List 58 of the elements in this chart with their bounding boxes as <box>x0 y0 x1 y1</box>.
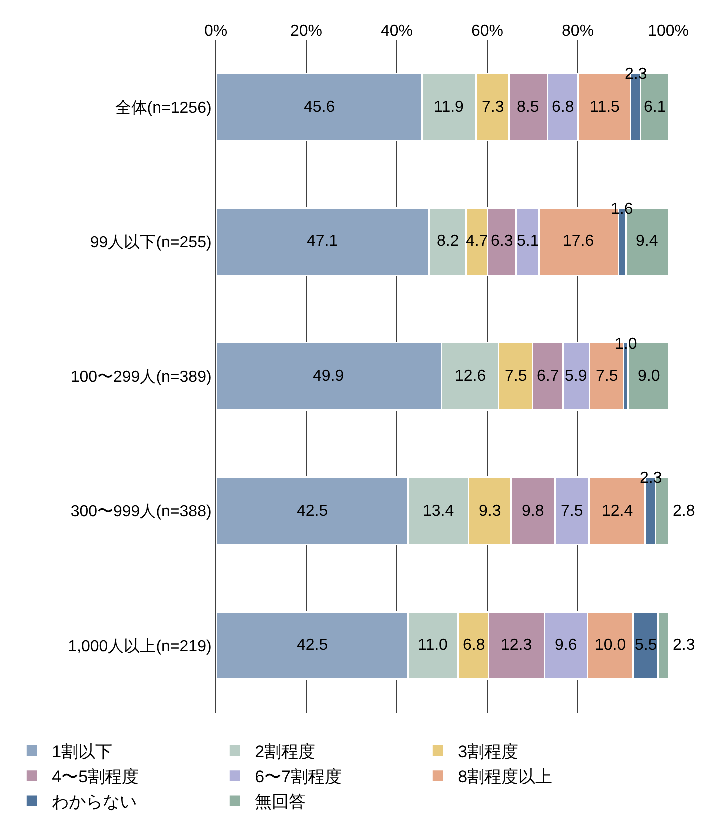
x-tick-label: 100% <box>648 22 690 40</box>
data-label: 9.3 <box>479 503 502 520</box>
data-label: 6.3 <box>491 233 514 250</box>
x-tick-label: 20% <box>290 22 323 40</box>
legend-label: 8割程度以上 <box>458 767 553 786</box>
legend-label: わからない <box>52 792 138 812</box>
legend-label: 1割以下 <box>52 742 113 762</box>
data-label: 42.5 <box>297 503 328 520</box>
legend-label: 6〜7割程度 <box>255 767 342 786</box>
legend-label: 2割程度 <box>255 742 316 762</box>
data-label: 17.6 <box>563 233 594 250</box>
data-label: 1.0 <box>615 336 638 353</box>
data-label: 12.4 <box>602 503 634 520</box>
data-label: 7.5 <box>596 368 618 385</box>
legend-label: 4〜5割程度 <box>52 767 140 786</box>
data-label: 10.0 <box>595 637 626 654</box>
y-tick-label: 1,000人以上(n=219) <box>68 637 212 656</box>
data-label: 6.7 <box>537 368 560 385</box>
x-tick-label: 80% <box>562 22 594 40</box>
data-label: 12.3 <box>501 637 532 654</box>
data-label: 9.6 <box>555 637 578 654</box>
data-label: 6.8 <box>463 637 486 654</box>
data-label: 1.6 <box>611 201 634 218</box>
data-label: 7.5 <box>561 503 584 520</box>
data-label: 49.9 <box>313 368 344 385</box>
data-label: 9.0 <box>638 368 660 385</box>
data-label: 47.1 <box>307 233 338 250</box>
data-label: 11.9 <box>434 99 464 116</box>
data-label: 5.1 <box>517 233 540 250</box>
data-label: 45.6 <box>304 99 336 116</box>
data-label: 2.3 <box>625 66 648 83</box>
data-label: 13.4 <box>423 503 454 520</box>
data-label: 2.3 <box>673 637 696 654</box>
data-label: 2.8 <box>673 503 696 520</box>
y-tick-label: 99人以下(n=255) <box>90 234 212 252</box>
y-tick-label: 全体(n=1256) <box>115 100 212 117</box>
data-label: 11.0 <box>418 637 448 654</box>
data-label: 9.4 <box>636 233 658 250</box>
y-tick-label: 100〜299人(n=389) <box>70 369 212 386</box>
x-tick-label: 60% <box>472 22 504 40</box>
data-label: 5.5 <box>635 637 658 654</box>
data-label: 8.2 <box>437 233 460 250</box>
x-tick-label: 0% <box>204 22 228 40</box>
data-label: 11.5 <box>590 99 620 116</box>
data-label: 6.1 <box>644 99 666 116</box>
data-label: 12.6 <box>455 368 486 385</box>
data-label: 7.3 <box>482 99 504 116</box>
legend-label: 3割程度 <box>458 742 519 762</box>
data-label: 9.8 <box>522 503 544 520</box>
x-tick-label: 40% <box>381 22 414 40</box>
data-label: 5.9 <box>565 368 588 385</box>
y-tick-label: 300〜999人(n=388) <box>70 504 212 521</box>
data-label: 8.5 <box>517 99 540 116</box>
data-label: 7.5 <box>505 368 528 385</box>
data-label: 6.8 <box>552 99 574 116</box>
data-label: 42.5 <box>297 637 328 654</box>
data-label: 2.3 <box>640 470 662 487</box>
legend-label: 無回答 <box>255 792 306 812</box>
